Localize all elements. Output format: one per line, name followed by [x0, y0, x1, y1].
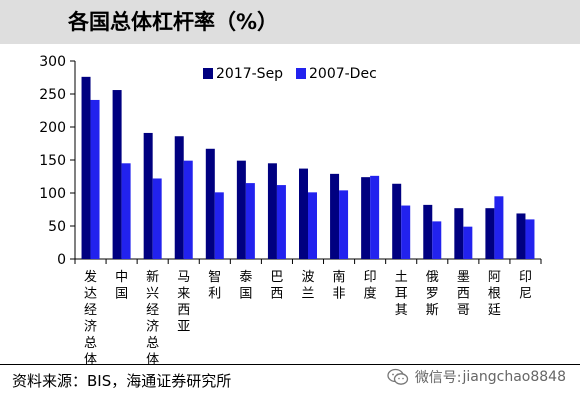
bar-2007-Dec [245, 183, 255, 259]
bar-2017-Sep [81, 76, 91, 259]
bar-2007-Dec [121, 163, 131, 259]
y-tick-label: 0 [57, 252, 66, 268]
bar-2017-Sep [516, 213, 526, 259]
bar-2007-Dec [401, 205, 411, 259]
bar-2007-Dec [494, 196, 504, 259]
source-note: 资料来源：BIS，海通证券研究所 [12, 372, 232, 390]
bar-2007-Dec [339, 190, 349, 259]
bar-2007-Dec [276, 185, 286, 259]
y-tick-label: 150 [39, 153, 66, 169]
bar-2017-Sep [330, 173, 340, 259]
wechat-watermark: 微信号: jiangchao8848 [387, 367, 566, 387]
x-category-label: 马来西亚 [177, 270, 190, 335]
bar-2017-Sep [112, 90, 122, 259]
bar-2017-Sep [485, 208, 495, 259]
x-category-label: 发达经济总体 [84, 269, 97, 368]
bar-2007-Dec [525, 219, 535, 259]
bar-2017-Sep [267, 163, 277, 259]
x-category-label: 阿根廷 [488, 270, 501, 318]
legend-swatch-2017-Sep [203, 68, 213, 79]
bar-2017-Sep [236, 160, 246, 259]
x-category-label: 印度 [364, 270, 377, 302]
bar-2007-Dec [308, 192, 317, 259]
watermark-label: 微信号: [414, 370, 462, 386]
x-category-label: 中国 [115, 270, 128, 302]
bar-2017-Sep [454, 208, 464, 259]
y-tick-label: 250 [39, 87, 66, 103]
x-category-label: 巴西 [270, 270, 283, 302]
bar-2007-Dec [463, 226, 473, 259]
bar-2007-Dec [214, 192, 224, 259]
bar-2007-Dec [152, 178, 162, 259]
legend-swatch-2007-Dec [296, 68, 306, 79]
footer-divider [0, 364, 580, 365]
y-tick-label: 50 [48, 219, 66, 235]
x-category-label: 新兴经济总体 [146, 269, 159, 368]
bar-2017-Sep [423, 204, 433, 259]
bar-2017-Sep [299, 168, 308, 259]
y-tick-label: 200 [39, 120, 66, 136]
x-category-label: 墨西哥 [457, 270, 470, 318]
bar-2017-Sep [174, 136, 184, 259]
bar-2007-Dec [90, 99, 100, 259]
x-category-label: 南非 [333, 269, 346, 302]
y-tick-label: 100 [39, 186, 66, 202]
bar-2007-Dec [183, 160, 193, 259]
bar-2007-Dec [370, 175, 380, 259]
x-category-label: 智利 [208, 270, 221, 302]
chart-title: 各国总体杠杆率（%） [0, 0, 580, 44]
x-category-label: 波兰 [301, 270, 314, 302]
x-category-label: 土耳其 [395, 270, 408, 318]
x-category-label: 泰国 [239, 270, 252, 302]
y-tick-label: 300 [39, 54, 66, 70]
bar-2017-Sep [143, 132, 153, 259]
watermark-handle: jiangchao8848 [462, 369, 566, 385]
bar-2017-Sep [361, 177, 371, 259]
bar-2017-Sep [205, 148, 215, 259]
legend-label: 2007-Dec [309, 66, 377, 82]
x-category-label: 俄罗斯 [426, 270, 439, 318]
x-category-label: 印尼 [519, 270, 532, 302]
bar-2017-Sep [392, 183, 402, 259]
legend-label: 2017-Sep [216, 66, 283, 82]
bar-2007-Dec [432, 221, 442, 259]
wechat-icon [387, 368, 408, 385]
